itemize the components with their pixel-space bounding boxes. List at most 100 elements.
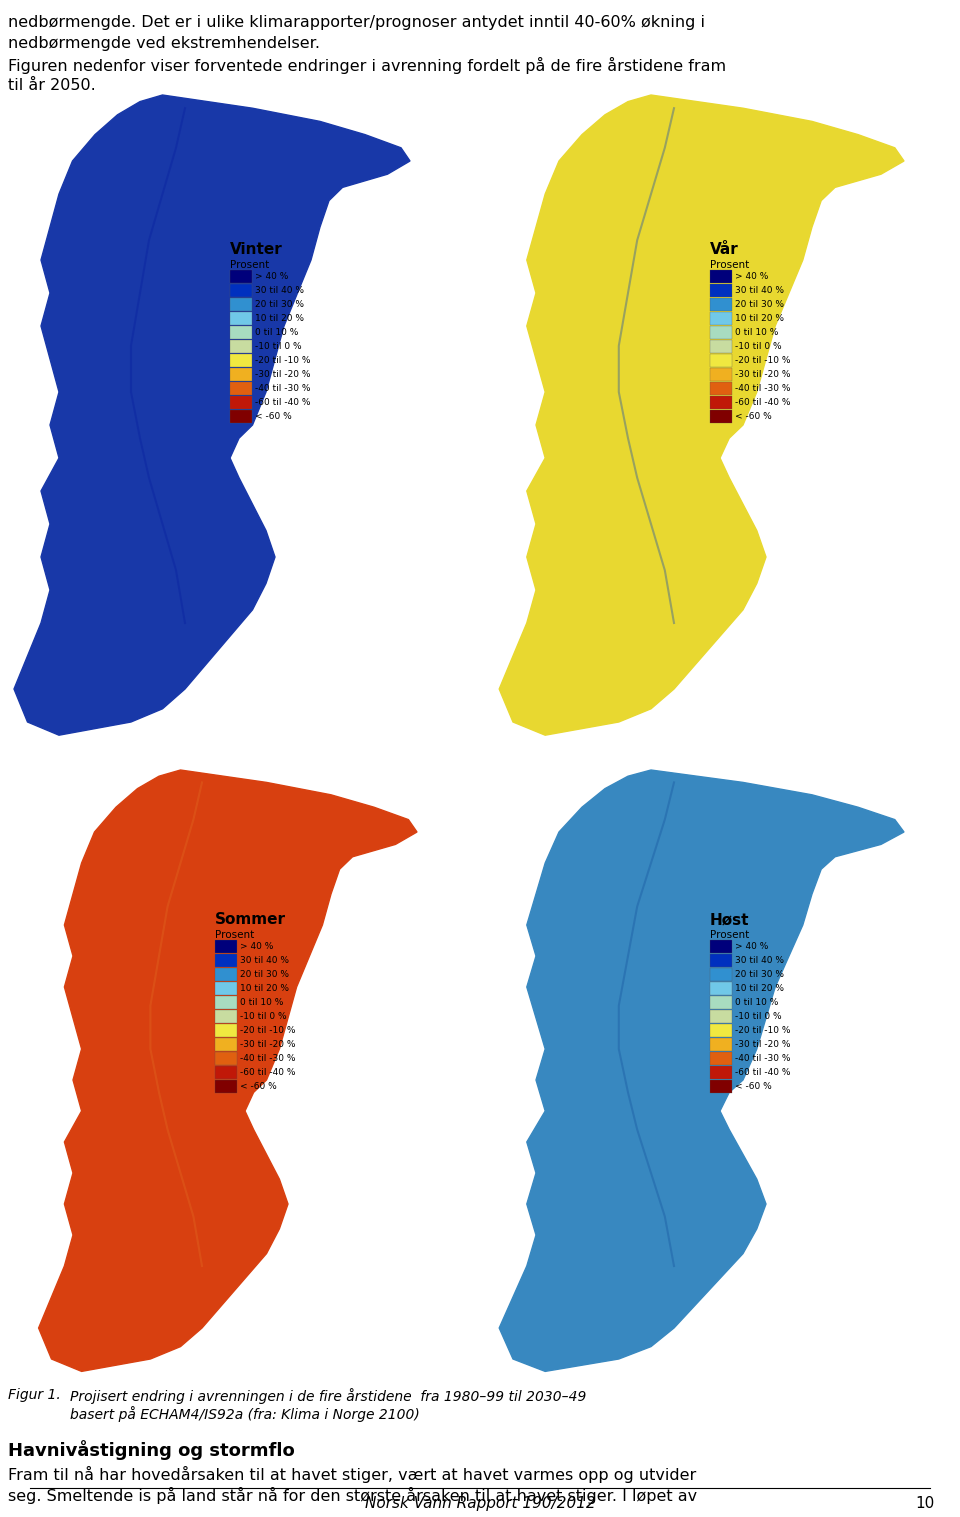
Bar — [215, 997, 237, 1009]
Bar — [710, 410, 732, 423]
Bar — [215, 954, 237, 966]
Bar — [215, 1038, 237, 1051]
Text: 10: 10 — [916, 1496, 935, 1511]
Text: -20 til -10 %: -20 til -10 % — [255, 356, 310, 366]
Text: Projisert endring i avrenningen i de fire årstidene  fra 1980–99 til 2030–49: Projisert endring i avrenningen i de fir… — [70, 1388, 587, 1403]
Polygon shape — [499, 771, 904, 1371]
Bar — [710, 954, 732, 966]
Text: Figur 1.: Figur 1. — [8, 1388, 60, 1402]
Bar — [710, 1066, 732, 1079]
Text: > 40 %: > 40 % — [735, 942, 768, 951]
Bar — [230, 353, 252, 367]
Bar — [215, 1024, 237, 1038]
Text: -60 til -40 %: -60 til -40 % — [735, 397, 790, 407]
Bar — [230, 297, 252, 311]
Bar — [710, 941, 732, 953]
Text: 30 til 40 %: 30 til 40 % — [735, 287, 784, 294]
Bar — [215, 968, 237, 981]
Bar — [710, 326, 732, 338]
Text: 20 til 30 %: 20 til 30 % — [735, 300, 784, 309]
Text: -10 til 0 %: -10 til 0 % — [735, 341, 781, 350]
Text: -10 til 0 %: -10 til 0 % — [255, 341, 301, 350]
Bar — [215, 941, 237, 953]
Text: Vinter: Vinter — [230, 243, 283, 256]
Polygon shape — [38, 771, 417, 1371]
Text: -40 til -30 %: -40 til -30 % — [240, 1054, 296, 1063]
Text: -30 til -20 %: -30 til -20 % — [735, 1041, 790, 1048]
Text: -40 til -30 %: -40 til -30 % — [735, 384, 790, 393]
Text: 10 til 20 %: 10 til 20 % — [255, 314, 304, 323]
Bar — [215, 1051, 237, 1065]
Text: -20 til -10 %: -20 til -10 % — [735, 356, 790, 366]
Text: Havnivåstigning og stormflo: Havnivåstigning og stormflo — [8, 1440, 295, 1459]
Text: -40 til -30 %: -40 til -30 % — [735, 1054, 790, 1063]
Bar — [215, 981, 237, 995]
Bar — [230, 340, 252, 353]
Bar — [710, 313, 732, 325]
Bar — [710, 1080, 732, 1094]
Bar — [230, 284, 252, 297]
Text: Prosent: Prosent — [215, 930, 254, 941]
Text: -30 til -20 %: -30 til -20 % — [240, 1041, 296, 1048]
Bar — [230, 270, 252, 284]
Text: nedbørmengde ved ekstremhendelser.: nedbørmengde ved ekstremhendelser. — [8, 36, 320, 52]
Bar — [710, 968, 732, 981]
Text: Prosent: Prosent — [710, 930, 749, 941]
Text: > 40 %: > 40 % — [255, 272, 288, 281]
Text: 10 til 20 %: 10 til 20 % — [240, 985, 289, 994]
Bar — [710, 396, 732, 410]
Text: 20 til 30 %: 20 til 30 % — [735, 969, 784, 978]
Text: Figuren nedenfor viser forventede endringer i avrenning fordelt på de fire årsti: Figuren nedenfor viser forventede endrin… — [8, 58, 726, 74]
Bar — [710, 369, 732, 381]
Text: 20 til 30 %: 20 til 30 % — [255, 300, 304, 309]
Text: < -60 %: < -60 % — [255, 413, 292, 422]
Bar — [710, 340, 732, 353]
Bar — [215, 1080, 237, 1094]
Bar — [710, 284, 732, 297]
Text: 10 til 20 %: 10 til 20 % — [735, 985, 784, 994]
Bar — [215, 1010, 237, 1022]
Text: Fram til nå har hovedårsaken til at havet stiger, vært at havet varmes opp og ut: Fram til nå har hovedårsaken til at have… — [8, 1465, 696, 1484]
Bar — [490, 96, 950, 755]
Bar — [30, 771, 460, 1390]
Text: -60 til -40 %: -60 til -40 % — [255, 397, 310, 407]
Text: Norsk Vann Rapport 190/2012: Norsk Vann Rapport 190/2012 — [365, 1496, 595, 1511]
Text: nedbørmengde. Det er i ulike klimarapporter/prognoser antydet inntil 40-60% økni: nedbørmengde. Det er i ulike klimarappor… — [8, 15, 705, 30]
Text: -40 til -30 %: -40 til -30 % — [255, 384, 310, 393]
Text: Sommer: Sommer — [215, 912, 286, 927]
Text: -30 til -20 %: -30 til -20 % — [735, 370, 790, 379]
Text: Prosent: Prosent — [230, 259, 269, 270]
Polygon shape — [499, 96, 904, 736]
Bar — [230, 410, 252, 423]
Bar — [230, 369, 252, 381]
Text: -20 til -10 %: -20 til -10 % — [735, 1025, 790, 1035]
Text: -20 til -10 %: -20 til -10 % — [240, 1025, 296, 1035]
Text: < -60 %: < -60 % — [735, 413, 772, 422]
Text: basert på ECHAM4/IS92a (fra: Klima i Norge 2100): basert på ECHAM4/IS92a (fra: Klima i Nor… — [70, 1406, 420, 1421]
Text: 0 til 10 %: 0 til 10 % — [735, 328, 779, 337]
Text: < -60 %: < -60 % — [240, 1082, 276, 1091]
Text: 0 til 10 %: 0 til 10 % — [255, 328, 299, 337]
Bar — [215, 1066, 237, 1079]
Text: 30 til 40 %: 30 til 40 % — [735, 956, 784, 965]
Bar — [710, 382, 732, 394]
Text: Høst: Høst — [710, 912, 750, 927]
Text: -60 til -40 %: -60 til -40 % — [735, 1068, 790, 1077]
Text: Prosent: Prosent — [710, 259, 749, 270]
Bar — [710, 353, 732, 367]
Bar — [230, 396, 252, 410]
Text: 30 til 40 %: 30 til 40 % — [255, 287, 304, 294]
Bar — [710, 1051, 732, 1065]
Text: 30 til 40 %: 30 til 40 % — [240, 956, 289, 965]
Text: 20 til 30 %: 20 til 30 % — [240, 969, 289, 978]
Text: -10 til 0 %: -10 til 0 % — [735, 1012, 781, 1021]
Bar — [710, 1010, 732, 1022]
Bar — [710, 1024, 732, 1038]
Bar — [710, 997, 732, 1009]
Bar — [490, 771, 950, 1390]
Text: -60 til -40 %: -60 til -40 % — [240, 1068, 296, 1077]
Text: 10 til 20 %: 10 til 20 % — [735, 314, 784, 323]
Bar — [230, 382, 252, 394]
Text: Vår: Vår — [710, 243, 739, 256]
Bar — [230, 326, 252, 338]
